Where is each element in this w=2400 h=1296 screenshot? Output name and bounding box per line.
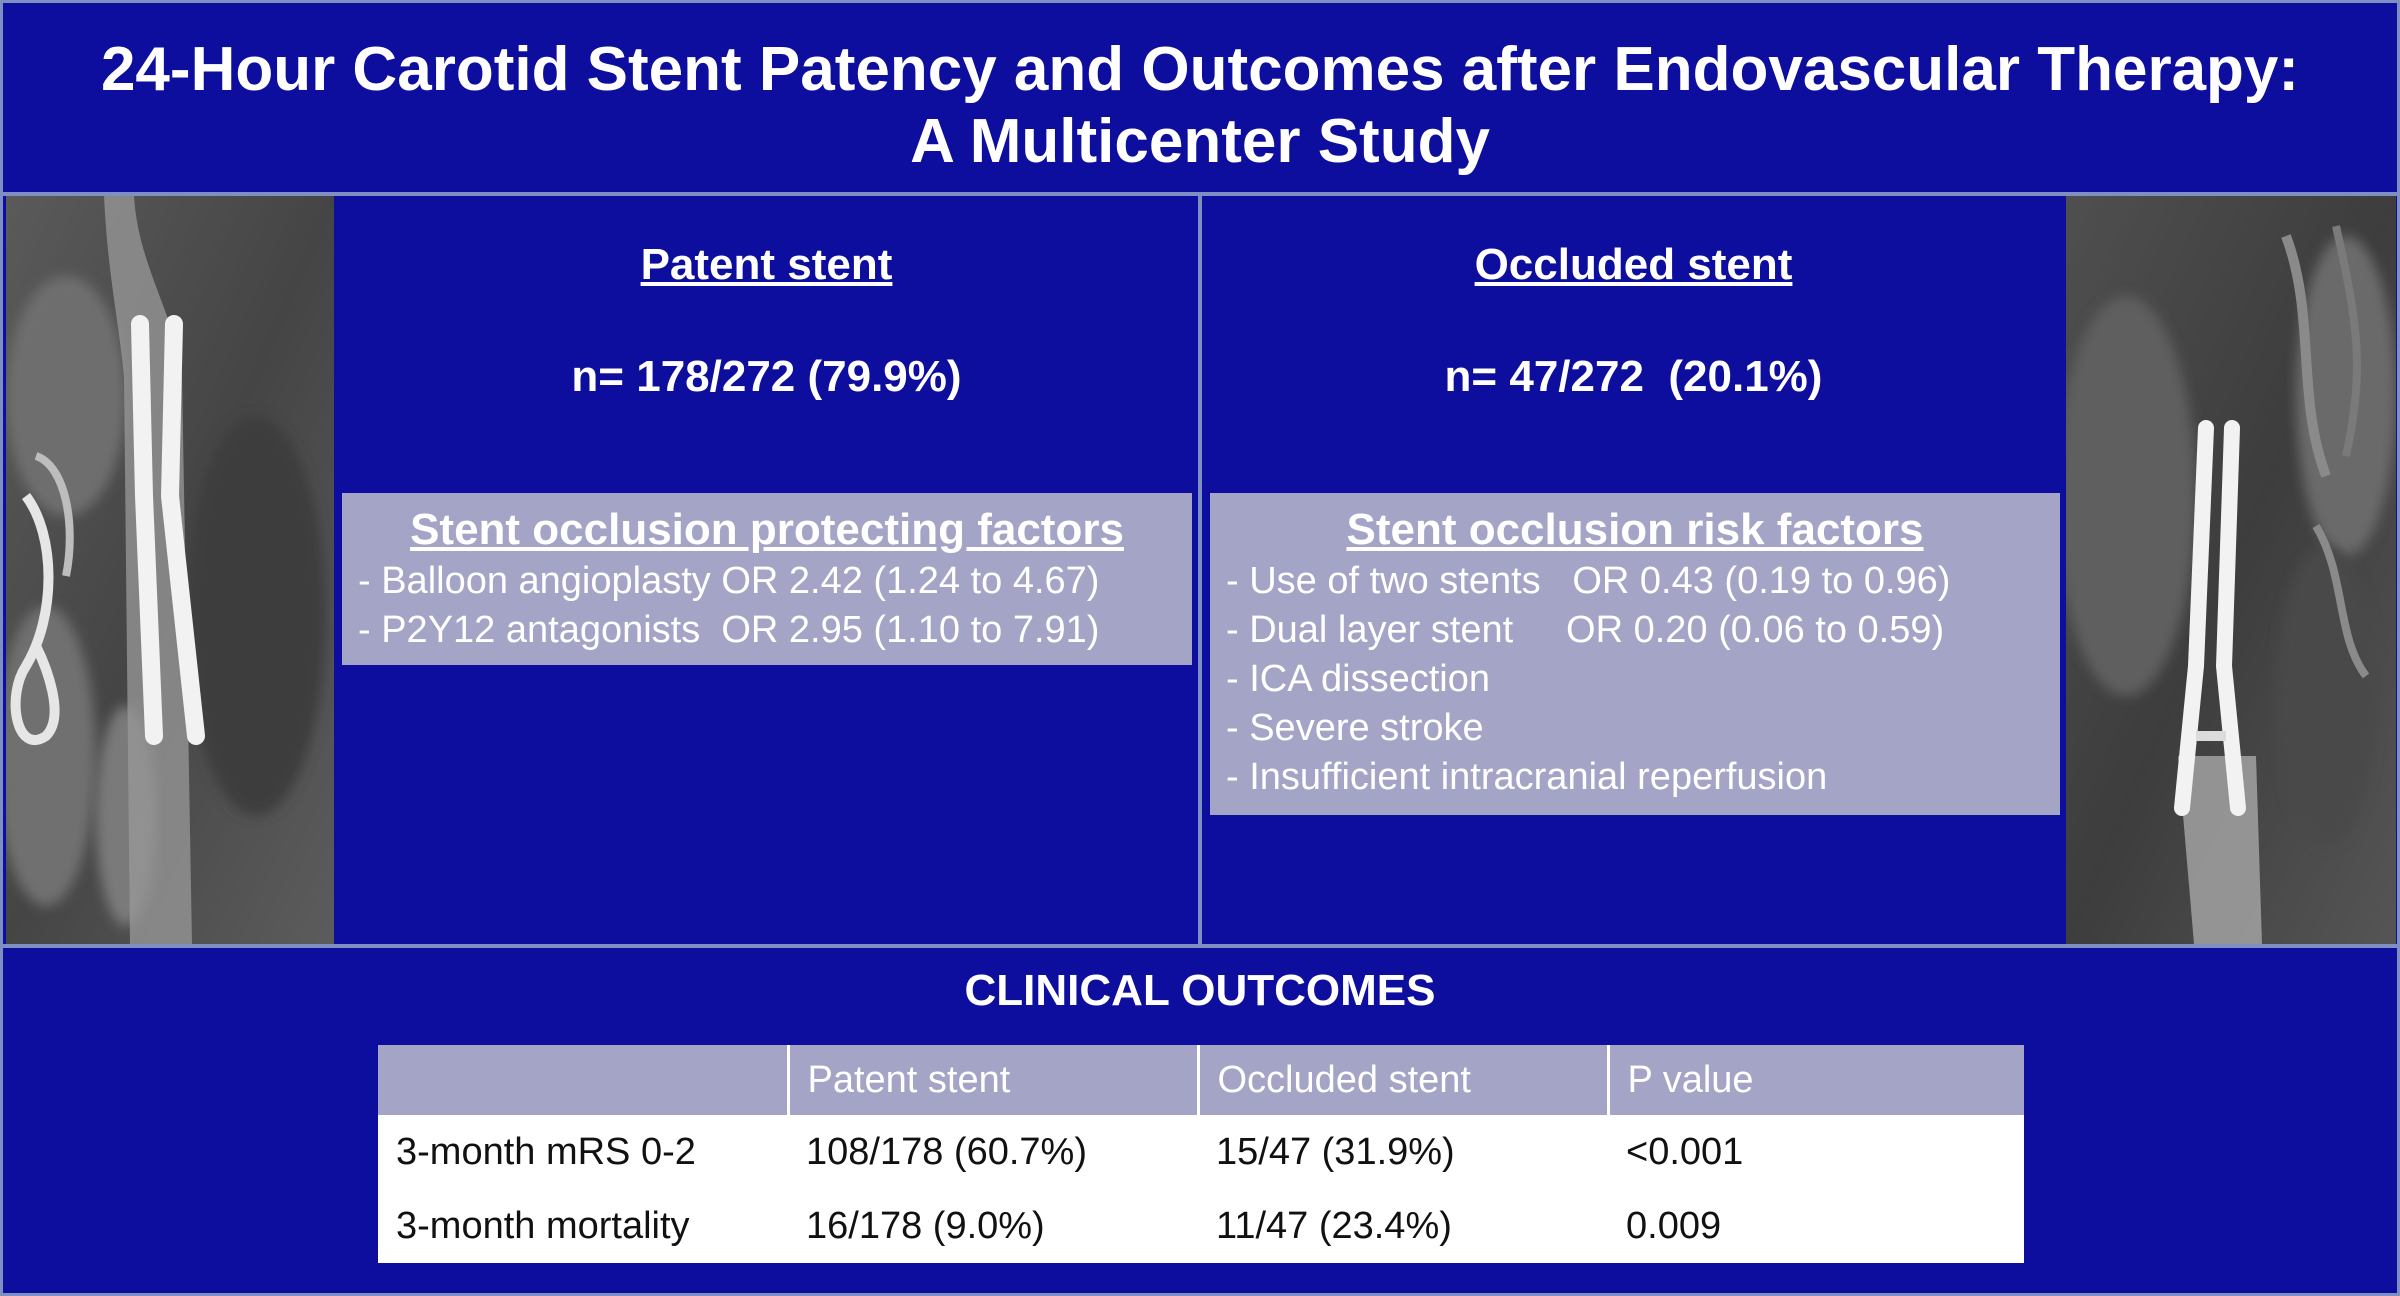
table-header-cell: Patent stent (788, 1045, 1200, 1115)
center-divider (1198, 194, 1202, 946)
occluded-stent-ct-image (2066, 196, 2396, 944)
protecting-factors-title: Stent occlusion protecting factors (410, 505, 1124, 554)
risk-factor-item: - ICA dissection (1226, 658, 1490, 700)
clinical-outcomes-table: Patent stent Occluded stent P value 3-mo… (378, 1045, 2024, 1263)
table-cell: 3-month mortality (378, 1189, 788, 1263)
table-cell: 108/178 (60.7%) (788, 1115, 1198, 1189)
risk-factors-box: Stent occlusion risk factors - Use of tw… (1210, 493, 2060, 815)
table-row: 3-month mortality 16/178 (9.0%) 11/47 (2… (378, 1189, 2024, 1263)
risk-factor-item: - Dual layer stent OR 0.20 (0.06 to 0.59… (1226, 609, 1945, 651)
title-line-1: 24-Hour Carotid Stent Patency and Outcom… (100, 35, 2300, 104)
table-row: 3-month mRS 0-2 108/178 (60.7%) 15/47 (3… (378, 1115, 2024, 1189)
table-header-row: Patent stent Occluded stent P value (378, 1045, 2024, 1115)
title-line-2: A Multicenter Study (910, 107, 1490, 176)
table-cell: 16/178 (9.0%) (788, 1189, 1198, 1263)
protecting-factor-item: - P2Y12 antagonists OR 2.95 (1.10 to 7.9… (358, 609, 1100, 651)
patent-stent-heading: Patent stent (640, 240, 893, 289)
occluded-stent-count: n= 47/272 (20.1%) (1444, 352, 1823, 401)
risk-factor-item: - Insufficient intracranial reperfusion (1226, 756, 1828, 798)
table-cell: 11/47 (23.4%) (1198, 1189, 1608, 1263)
table-cell: 3-month mRS 0-2 (378, 1115, 788, 1189)
risk-factor-item: - Severe stroke (1226, 707, 1484, 749)
table-header-cell (378, 1045, 790, 1115)
patent-stent-ct-image (6, 196, 334, 944)
risk-factor-item: - Use of two stents OR 0.43 (0.19 to 0.9… (1226, 560, 1951, 602)
risk-factors-title: Stent occlusion risk factors (1346, 505, 1924, 554)
protecting-factor-item: - Balloon angioplasty OR 2.42 (1.24 to 4… (358, 560, 1100, 602)
slide-title: 24-Hour Carotid Stent Patency and Outcom… (0, 34, 2400, 178)
table-cell: 0.009 (1608, 1189, 2024, 1263)
clinical-outcomes-title: CLINICAL OUTCOMES (964, 966, 1436, 1015)
table-cell: 15/47 (31.9%) (1198, 1115, 1608, 1189)
table-header-cell: P value (1608, 1045, 2024, 1115)
patent-stent-count: n= 178/272 (79.9%) (571, 352, 962, 401)
table-cell: <0.001 (1608, 1115, 2024, 1189)
occluded-stent-heading: Occluded stent (1474, 240, 1793, 289)
protecting-factors-box: Stent occlusion protecting factors - Bal… (342, 493, 1192, 665)
table-header-cell: Occluded stent (1198, 1045, 1610, 1115)
outcomes-divider (0, 944, 2400, 948)
